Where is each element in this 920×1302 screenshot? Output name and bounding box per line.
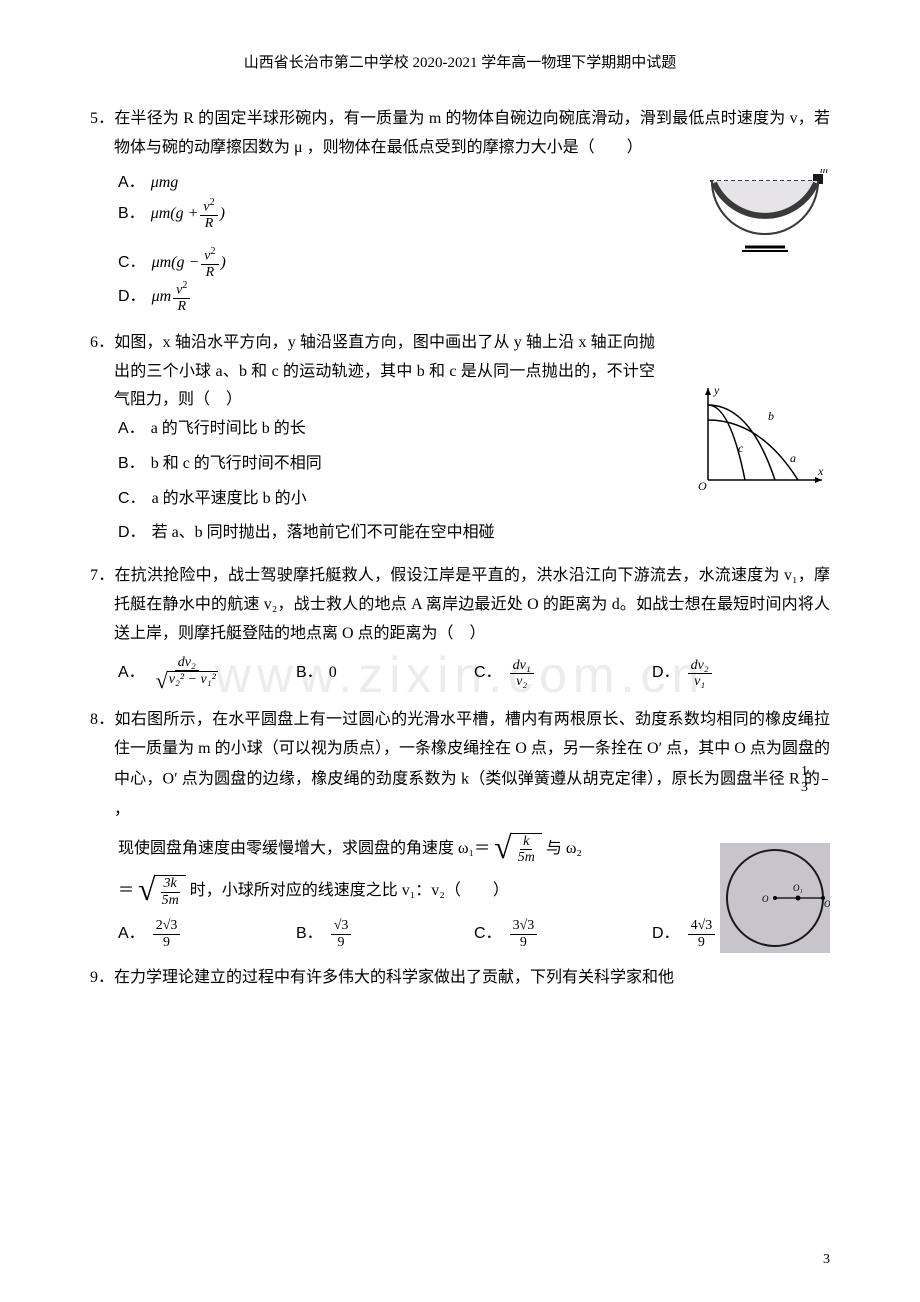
q6C-text: a 的水平速度比 b 的小 <box>152 490 307 507</box>
question-9: 9．在力学理论建立的过程中有许多伟大的科学家做出了贡献，下列有关科学家和他 <box>90 964 830 993</box>
q8-text2: 现使圆盘角速度由零缓慢增大，求圆盘的角速度 ω₁＝ <box>118 835 490 864</box>
q7D-den: v₁ <box>691 674 708 689</box>
figure-bowl: m <box>700 169 830 264</box>
q7-opt-A: A． dv₂ √v₂² − v₁² <box>118 655 286 693</box>
q7B-val: 0 <box>329 659 337 688</box>
q8-opt-B: B． √39 <box>296 918 464 950</box>
q8-num: 8． <box>90 711 115 728</box>
disc-Op: O′ <box>824 899 830 909</box>
q8B-den: 9 <box>335 935 348 950</box>
q7A-num: dv₂ <box>175 655 199 671</box>
q5-opt-A: A． μmg <box>118 169 610 198</box>
q5-frac-den: R <box>202 216 217 231</box>
q6A-text: a 的飞行时间比 b 的长 <box>151 420 306 437</box>
q8D-num: 4√3 <box>688 918 716 934</box>
q8-w1-num: k <box>520 834 532 850</box>
q6-opt-B: B．b 和 c 的飞行时间不相同 <box>118 450 630 479</box>
q8-13-den: 3 <box>822 780 828 795</box>
q5d-frac-sup: 2 <box>182 280 187 291</box>
q7-num: 7． <box>90 567 114 584</box>
q8-text4: ＝ <box>118 877 134 906</box>
q7-opt-B: B．0 <box>296 659 464 688</box>
q5-opt-D: D． μm v2R <box>118 280 610 314</box>
q5d-frac-den: R <box>174 299 189 314</box>
figure-trajectories: y x O a b c <box>690 380 830 495</box>
q6-opt-C: C．a 的水平速度比 b 的小 <box>118 485 630 514</box>
q8-13-num: 1 <box>822 764 828 780</box>
q5-text: 在半径为 R 的固定半球形碗内，有一质量为 m 的物体自碗边向碗底滑动，滑到最低… <box>114 110 830 156</box>
traj-c: c <box>738 441 744 455</box>
q5-opt-C: C． μm(g − v2R ) <box>118 246 610 280</box>
q6D-text: 若 a、b 同时抛出，落地前它们不可能在空中相碰 <box>152 524 495 541</box>
q8A-num: 2√3 <box>153 918 181 934</box>
q7-opt-D: D． dv₂v₁ <box>652 658 820 690</box>
question-7: 7．在抗洪抢险中，战士驾驶摩托艇救人，假设江岸是平直的，洪水沿江向下游流去，水流… <box>90 562 830 692</box>
q7A-den: v₂² − v₁² <box>167 671 218 687</box>
q5-opt-B: B． μm(g + v2R ) <box>118 197 610 231</box>
q6-opt-D: D．若 a、b 同时抛出，落地前它们不可能在空中相碰 <box>118 519 630 548</box>
q5-optC-pre: μm(g − <box>152 254 200 271</box>
traj-O: O <box>698 479 707 493</box>
q7C-num: dv₁ <box>510 658 534 674</box>
traj-b: b <box>768 409 774 423</box>
traj-a: a <box>790 451 796 465</box>
disc-O: O <box>762 894 769 904</box>
bowl-m-label: m <box>820 169 828 176</box>
page-header: 山西省长治市第二中学校 2020-2021 学年高一物理下学期期中试题 <box>90 50 830 77</box>
q5-optD-pre: μm <box>152 288 172 305</box>
disc-O1: O₁ <box>793 883 803 893</box>
question-8: 8．如右图所示，在水平圆盘上有一过圆心的光滑水平槽，槽内有两根原长、劲度系数均相… <box>90 706 830 950</box>
q8-opt-C: C． 3√39 <box>474 918 642 950</box>
q8C-den: 9 <box>517 935 530 950</box>
traj-x: x <box>817 464 824 478</box>
q8-text1: 如右图所示，在水平圆盘上有一过圆心的光滑水平槽，槽内有两根原长、劲度系数均相同的… <box>114 711 830 787</box>
q8C-num: 3√3 <box>510 918 538 934</box>
q5-optB-suf: ) <box>220 200 225 229</box>
q8D-den: 9 <box>695 935 708 950</box>
q8B-num: √3 <box>331 918 352 934</box>
q8-w2-den: 5m <box>159 893 182 908</box>
question-5: 5．在半径为 R 的固定半球形碗内，有一质量为 m 的物体自碗边向碗底滑动，滑到… <box>90 105 830 315</box>
q8-text5: 时，小球所对应的线速度之比 v₁：v₂（ ） <box>190 877 509 906</box>
q5c-frac-sup: 2 <box>211 246 216 257</box>
q7-opt-C: C． dv₁v₂ <box>474 658 642 690</box>
q9-num: 9． <box>90 969 114 986</box>
q5-optA-val: μmg <box>151 169 179 198</box>
q6-num: 6． <box>90 334 114 351</box>
q7D-num: dv₂ <box>688 658 712 674</box>
traj-y: y <box>713 383 720 397</box>
q5-optB-pre: μm(g + <box>151 205 199 222</box>
q8-w1-den: 5m <box>515 850 538 865</box>
q7-text: 在抗洪抢险中，战士驾驶摩托艇救人，假设江岸是平直的，洪水沿江向下游流去，水流速度… <box>114 567 830 642</box>
q8-opt-A: A． 2√39 <box>118 918 286 950</box>
q8-w2-num: 3k <box>161 876 180 892</box>
q6-opt-A: A．a 的飞行时间比 b 的长 <box>118 415 630 444</box>
question-6: 6．如图，x 轴沿水平方向，y 轴沿竖直方向，图中画出了从 y 轴上沿 x 轴正… <box>90 329 830 549</box>
q7C-den: v₂ <box>513 674 530 689</box>
q5-num: 5． <box>90 110 114 127</box>
q5c-frac-den: R <box>203 265 218 280</box>
q5-frac-sup: 2 <box>210 197 215 208</box>
q5-optC-suf: ) <box>221 249 226 278</box>
q8A-den: 9 <box>160 935 173 950</box>
page-number: 3 <box>823 1247 830 1272</box>
figure-disc: O O₁ O′ <box>720 843 830 953</box>
q6-text: 如图，x 轴沿水平方向，y 轴沿竖直方向，图中画出了从 y 轴上沿 x 轴正向抛… <box>114 334 655 409</box>
q8-text3: 与 ω₂ <box>546 835 582 864</box>
q6B-text: b 和 c 的飞行时间不相同 <box>151 455 322 472</box>
q9-text: 在力学理论建立的过程中有许多伟大的科学家做出了贡献，下列有关科学家和他 <box>114 969 674 986</box>
